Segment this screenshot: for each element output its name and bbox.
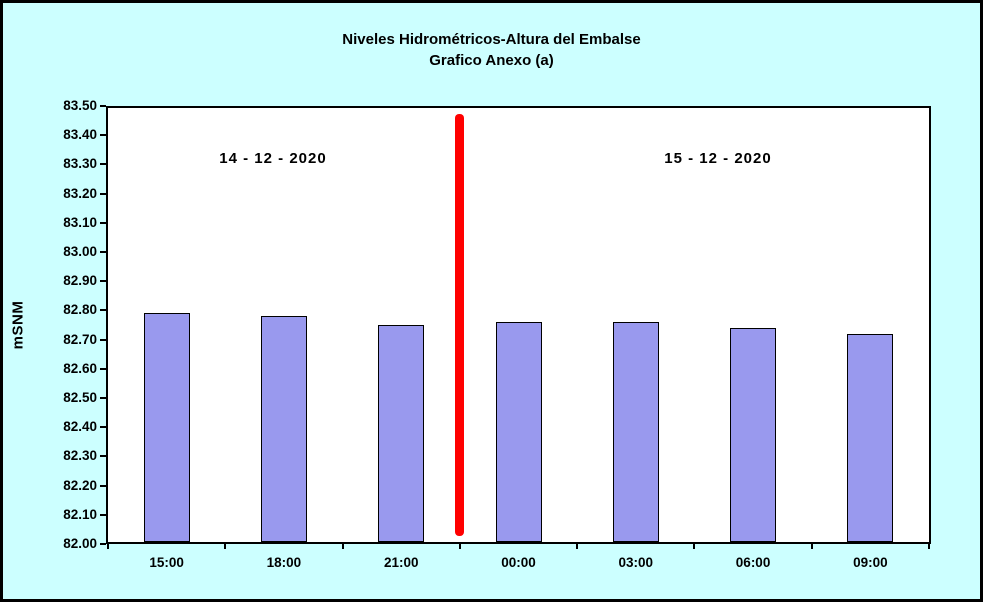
y-tick-label: 82.50 <box>63 390 97 405</box>
x-tick-mark <box>107 544 109 549</box>
y-tick-label: 83.50 <box>63 98 97 113</box>
chart-title-line1: Niveles Hidrométricos-Altura del Embalse <box>342 31 641 48</box>
x-tick-mark <box>693 544 696 549</box>
bar <box>378 325 425 542</box>
date-annotation-right: 15 - 12 - 2020 <box>664 150 772 167</box>
date-divider-line <box>455 114 465 536</box>
x-tick-label: 09:00 <box>853 555 888 570</box>
chart-title: Niveles Hidrométricos-Altura del Embalse… <box>3 29 980 71</box>
x-tick-label: 21:00 <box>383 555 419 570</box>
plot-area <box>106 106 931 544</box>
x-tick-label: 03:00 <box>618 555 654 570</box>
x-tick-label: 18:00 <box>266 555 302 570</box>
y-tick-label: 83.40 <box>63 127 97 143</box>
bar <box>730 327 777 542</box>
bar <box>260 316 307 542</box>
y-axis-title: mSNM <box>9 300 27 350</box>
bar <box>847 333 894 542</box>
y-tick-label: 83.10 <box>63 214 97 230</box>
y-tick-label: 83.20 <box>63 185 97 201</box>
x-tick-label: 15:00 <box>149 555 184 570</box>
bar <box>143 313 190 542</box>
x-tick-label: 00:00 <box>501 555 536 570</box>
y-tick-label: 82.40 <box>63 419 97 435</box>
y-tick-label: 82.00 <box>63 536 97 551</box>
chart-title-line2: Grafico Anexo (a) <box>429 52 554 69</box>
bar <box>612 322 659 542</box>
y-tick-label: 82.20 <box>63 477 97 493</box>
x-tick-mark <box>458 544 461 549</box>
y-tick-label: 82.60 <box>63 360 97 376</box>
x-tick-mark <box>224 544 227 549</box>
y-tick-label: 82.90 <box>63 273 97 289</box>
date-annotation-left: 14 - 12 - 2020 <box>219 150 327 167</box>
x-tick-mark <box>341 544 344 549</box>
bar <box>495 322 542 542</box>
x-tick-mark <box>928 544 930 549</box>
y-tick-label: 82.10 <box>63 506 97 522</box>
x-tick-mark <box>576 544 579 549</box>
y-tick-label: 83.00 <box>63 244 97 259</box>
x-tick-label: 06:00 <box>735 555 771 570</box>
x-tick-mark <box>810 544 813 549</box>
y-tick-label: 83.30 <box>63 156 97 172</box>
y-tick-label: 82.30 <box>63 448 97 464</box>
